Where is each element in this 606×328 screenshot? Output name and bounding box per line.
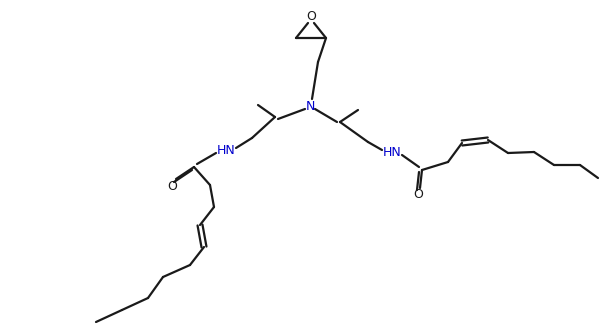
Text: HN: HN [382,146,401,158]
Text: O: O [413,189,423,201]
Text: HN: HN [216,144,235,156]
Text: O: O [167,179,177,193]
Text: N: N [305,100,315,113]
Text: O: O [306,10,316,24]
